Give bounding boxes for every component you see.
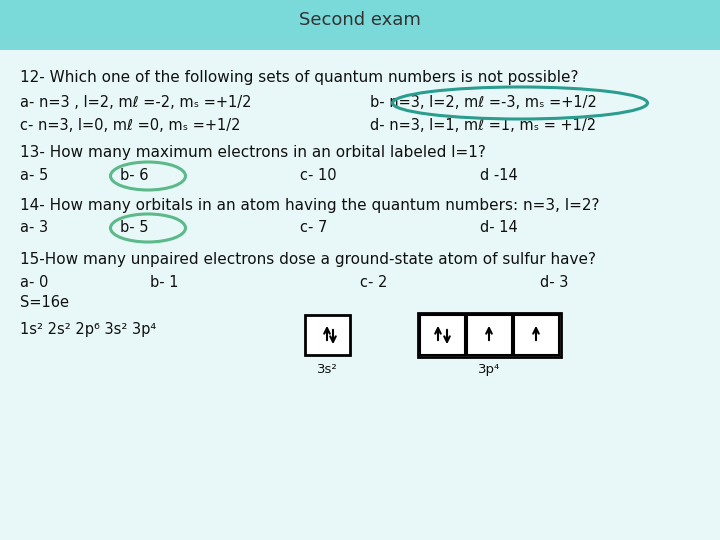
FancyBboxPatch shape <box>420 315 465 355</box>
Text: 3s²: 3s² <box>317 363 338 376</box>
FancyBboxPatch shape <box>0 40 720 540</box>
Text: Second exam: Second exam <box>299 11 421 29</box>
Text: d -14: d -14 <box>480 168 518 183</box>
Text: 12- Which one of the following sets of quantum numbers is not possible?: 12- Which one of the following sets of q… <box>20 70 578 85</box>
Text: b- 5: b- 5 <box>120 220 148 235</box>
Text: a- 5: a- 5 <box>20 168 48 183</box>
Text: a- 3: a- 3 <box>20 220 48 235</box>
Text: b- 1: b- 1 <box>150 275 179 290</box>
Text: c- n=3, l=0, mℓ =0, mₛ =+1/2: c- n=3, l=0, mℓ =0, mₛ =+1/2 <box>20 118 240 133</box>
Text: a- 0: a- 0 <box>20 275 48 290</box>
FancyBboxPatch shape <box>418 313 561 357</box>
Text: d- n=3, l=1, mℓ =1, mₛ = +1/2: d- n=3, l=1, mℓ =1, mₛ = +1/2 <box>370 118 596 133</box>
FancyBboxPatch shape <box>0 0 720 50</box>
FancyBboxPatch shape <box>467 315 512 355</box>
Text: a- n=3 , l=2, mℓ =-2, mₛ =+1/2: a- n=3 , l=2, mℓ =-2, mₛ =+1/2 <box>20 95 251 110</box>
Text: c- 10: c- 10 <box>300 168 337 183</box>
FancyBboxPatch shape <box>0 0 720 80</box>
Text: c- 7: c- 7 <box>300 220 328 235</box>
Text: d- 3: d- 3 <box>540 275 568 290</box>
Text: 14- How many orbitals in an atom having the quantum numbers: n=3, l=2?: 14- How many orbitals in an atom having … <box>20 198 600 213</box>
Text: d- 14: d- 14 <box>480 220 518 235</box>
FancyBboxPatch shape <box>0 0 720 40</box>
Text: 3p⁴: 3p⁴ <box>478 363 500 376</box>
FancyBboxPatch shape <box>514 315 559 355</box>
Text: 15-How many unpaired electrons dose a ground-state atom of sulfur have?: 15-How many unpaired electrons dose a gr… <box>20 252 596 267</box>
FancyBboxPatch shape <box>0 40 720 540</box>
Text: b- 6: b- 6 <box>120 168 148 183</box>
Text: 1s² 2s² 2p⁶ 3s² 3p⁴: 1s² 2s² 2p⁶ 3s² 3p⁴ <box>20 322 156 337</box>
Text: b- n=3, l=2, mℓ =-3, mₛ =+1/2: b- n=3, l=2, mℓ =-3, mₛ =+1/2 <box>370 95 597 110</box>
Text: S=16e: S=16e <box>20 295 69 310</box>
FancyBboxPatch shape <box>305 315 350 355</box>
Text: 13- How many maximum electrons in an orbital labeled l=1?: 13- How many maximum electrons in an orb… <box>20 145 486 160</box>
Text: c- 2: c- 2 <box>360 275 387 290</box>
